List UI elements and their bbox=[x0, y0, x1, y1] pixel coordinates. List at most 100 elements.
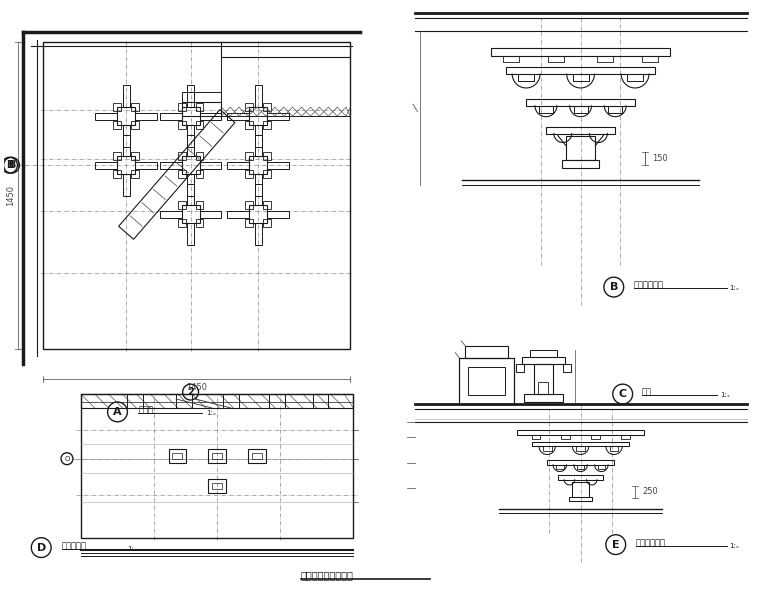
Text: 1:ₓ: 1:ₓ bbox=[730, 543, 739, 549]
Text: E: E bbox=[612, 540, 619, 550]
Bar bbox=[117, 107, 135, 125]
Bar bbox=[642, 56, 658, 62]
Bar bbox=[249, 156, 267, 174]
Bar bbox=[530, 350, 557, 358]
Bar bbox=[128, 394, 143, 408]
Bar bbox=[195, 219, 204, 227]
Bar bbox=[195, 152, 204, 160]
Bar bbox=[81, 394, 353, 408]
Bar bbox=[532, 442, 629, 446]
Bar bbox=[539, 382, 549, 394]
Bar bbox=[96, 113, 117, 120]
Bar bbox=[160, 113, 182, 120]
Bar bbox=[131, 121, 139, 129]
Text: 平面图: 平面图 bbox=[138, 405, 154, 414]
Text: 250: 250 bbox=[642, 487, 657, 496]
Bar bbox=[135, 162, 157, 169]
Bar bbox=[574, 106, 587, 113]
Bar bbox=[269, 394, 285, 408]
Text: 1450: 1450 bbox=[186, 383, 207, 392]
Bar bbox=[43, 42, 350, 349]
Bar bbox=[221, 42, 350, 116]
Bar bbox=[531, 435, 540, 439]
Bar bbox=[178, 152, 185, 160]
Bar bbox=[562, 160, 600, 168]
Bar bbox=[534, 365, 553, 394]
Text: 扉头: 扉头 bbox=[641, 388, 651, 396]
Bar bbox=[263, 202, 271, 209]
Bar bbox=[245, 219, 253, 227]
Bar bbox=[547, 460, 614, 465]
Bar bbox=[627, 74, 643, 81]
Text: 平面布置图: 平面布置图 bbox=[62, 541, 87, 550]
Bar bbox=[178, 219, 185, 227]
Bar bbox=[173, 453, 182, 459]
Bar bbox=[546, 127, 616, 133]
Bar bbox=[187, 183, 194, 205]
Bar bbox=[516, 365, 524, 372]
Bar bbox=[81, 394, 353, 537]
Bar bbox=[182, 205, 200, 223]
Bar bbox=[263, 121, 271, 129]
Bar bbox=[178, 103, 185, 111]
Bar bbox=[195, 170, 204, 178]
Bar bbox=[249, 107, 267, 125]
Text: 150: 150 bbox=[652, 154, 668, 163]
Bar bbox=[255, 135, 261, 156]
Bar bbox=[195, 202, 204, 209]
Text: 柱板下装台面平面图: 柱板下装台面平面图 bbox=[301, 571, 353, 581]
Bar bbox=[131, 103, 139, 111]
Bar bbox=[200, 162, 221, 169]
Bar bbox=[573, 74, 588, 81]
Bar bbox=[267, 113, 289, 120]
Bar bbox=[559, 476, 603, 480]
Bar bbox=[577, 465, 584, 469]
Bar bbox=[267, 162, 289, 169]
Bar bbox=[195, 103, 204, 111]
Bar bbox=[117, 156, 135, 174]
Bar bbox=[249, 205, 267, 223]
Bar bbox=[245, 103, 253, 111]
Bar bbox=[524, 394, 563, 402]
Bar bbox=[459, 358, 514, 404]
Text: 2: 2 bbox=[187, 387, 194, 397]
Bar bbox=[248, 449, 265, 463]
Text: 1:ₓ: 1:ₓ bbox=[730, 285, 739, 291]
Bar bbox=[182, 102, 221, 116]
Bar bbox=[597, 465, 605, 469]
Bar bbox=[131, 152, 139, 160]
Bar bbox=[255, 174, 261, 196]
Bar bbox=[526, 99, 635, 106]
Bar bbox=[135, 113, 157, 120]
Bar bbox=[178, 202, 185, 209]
Bar bbox=[245, 121, 253, 129]
Bar bbox=[503, 56, 519, 62]
Bar bbox=[122, 135, 130, 156]
Bar bbox=[521, 358, 565, 365]
Text: 1450: 1450 bbox=[6, 185, 15, 206]
Bar bbox=[227, 162, 249, 169]
Bar bbox=[610, 446, 619, 451]
Bar bbox=[208, 449, 226, 463]
Text: 1:ₓ: 1:ₓ bbox=[128, 546, 138, 552]
Bar bbox=[187, 174, 194, 196]
Bar bbox=[169, 449, 186, 463]
Bar bbox=[518, 430, 644, 435]
Bar bbox=[562, 435, 570, 439]
Bar bbox=[195, 121, 204, 129]
Bar bbox=[263, 170, 271, 178]
Text: 柱头大样剧图: 柱头大样剧图 bbox=[634, 281, 663, 290]
Bar bbox=[255, 125, 261, 147]
Bar bbox=[263, 152, 271, 160]
Bar bbox=[187, 86, 194, 107]
Bar bbox=[267, 211, 289, 218]
Bar bbox=[543, 446, 552, 451]
Bar bbox=[263, 103, 271, 111]
Text: O: O bbox=[65, 455, 70, 462]
Bar bbox=[548, 56, 564, 62]
Bar bbox=[182, 156, 200, 174]
Bar bbox=[245, 170, 253, 178]
Bar bbox=[182, 92, 221, 102]
Bar bbox=[200, 113, 221, 120]
Text: B: B bbox=[8, 160, 15, 171]
